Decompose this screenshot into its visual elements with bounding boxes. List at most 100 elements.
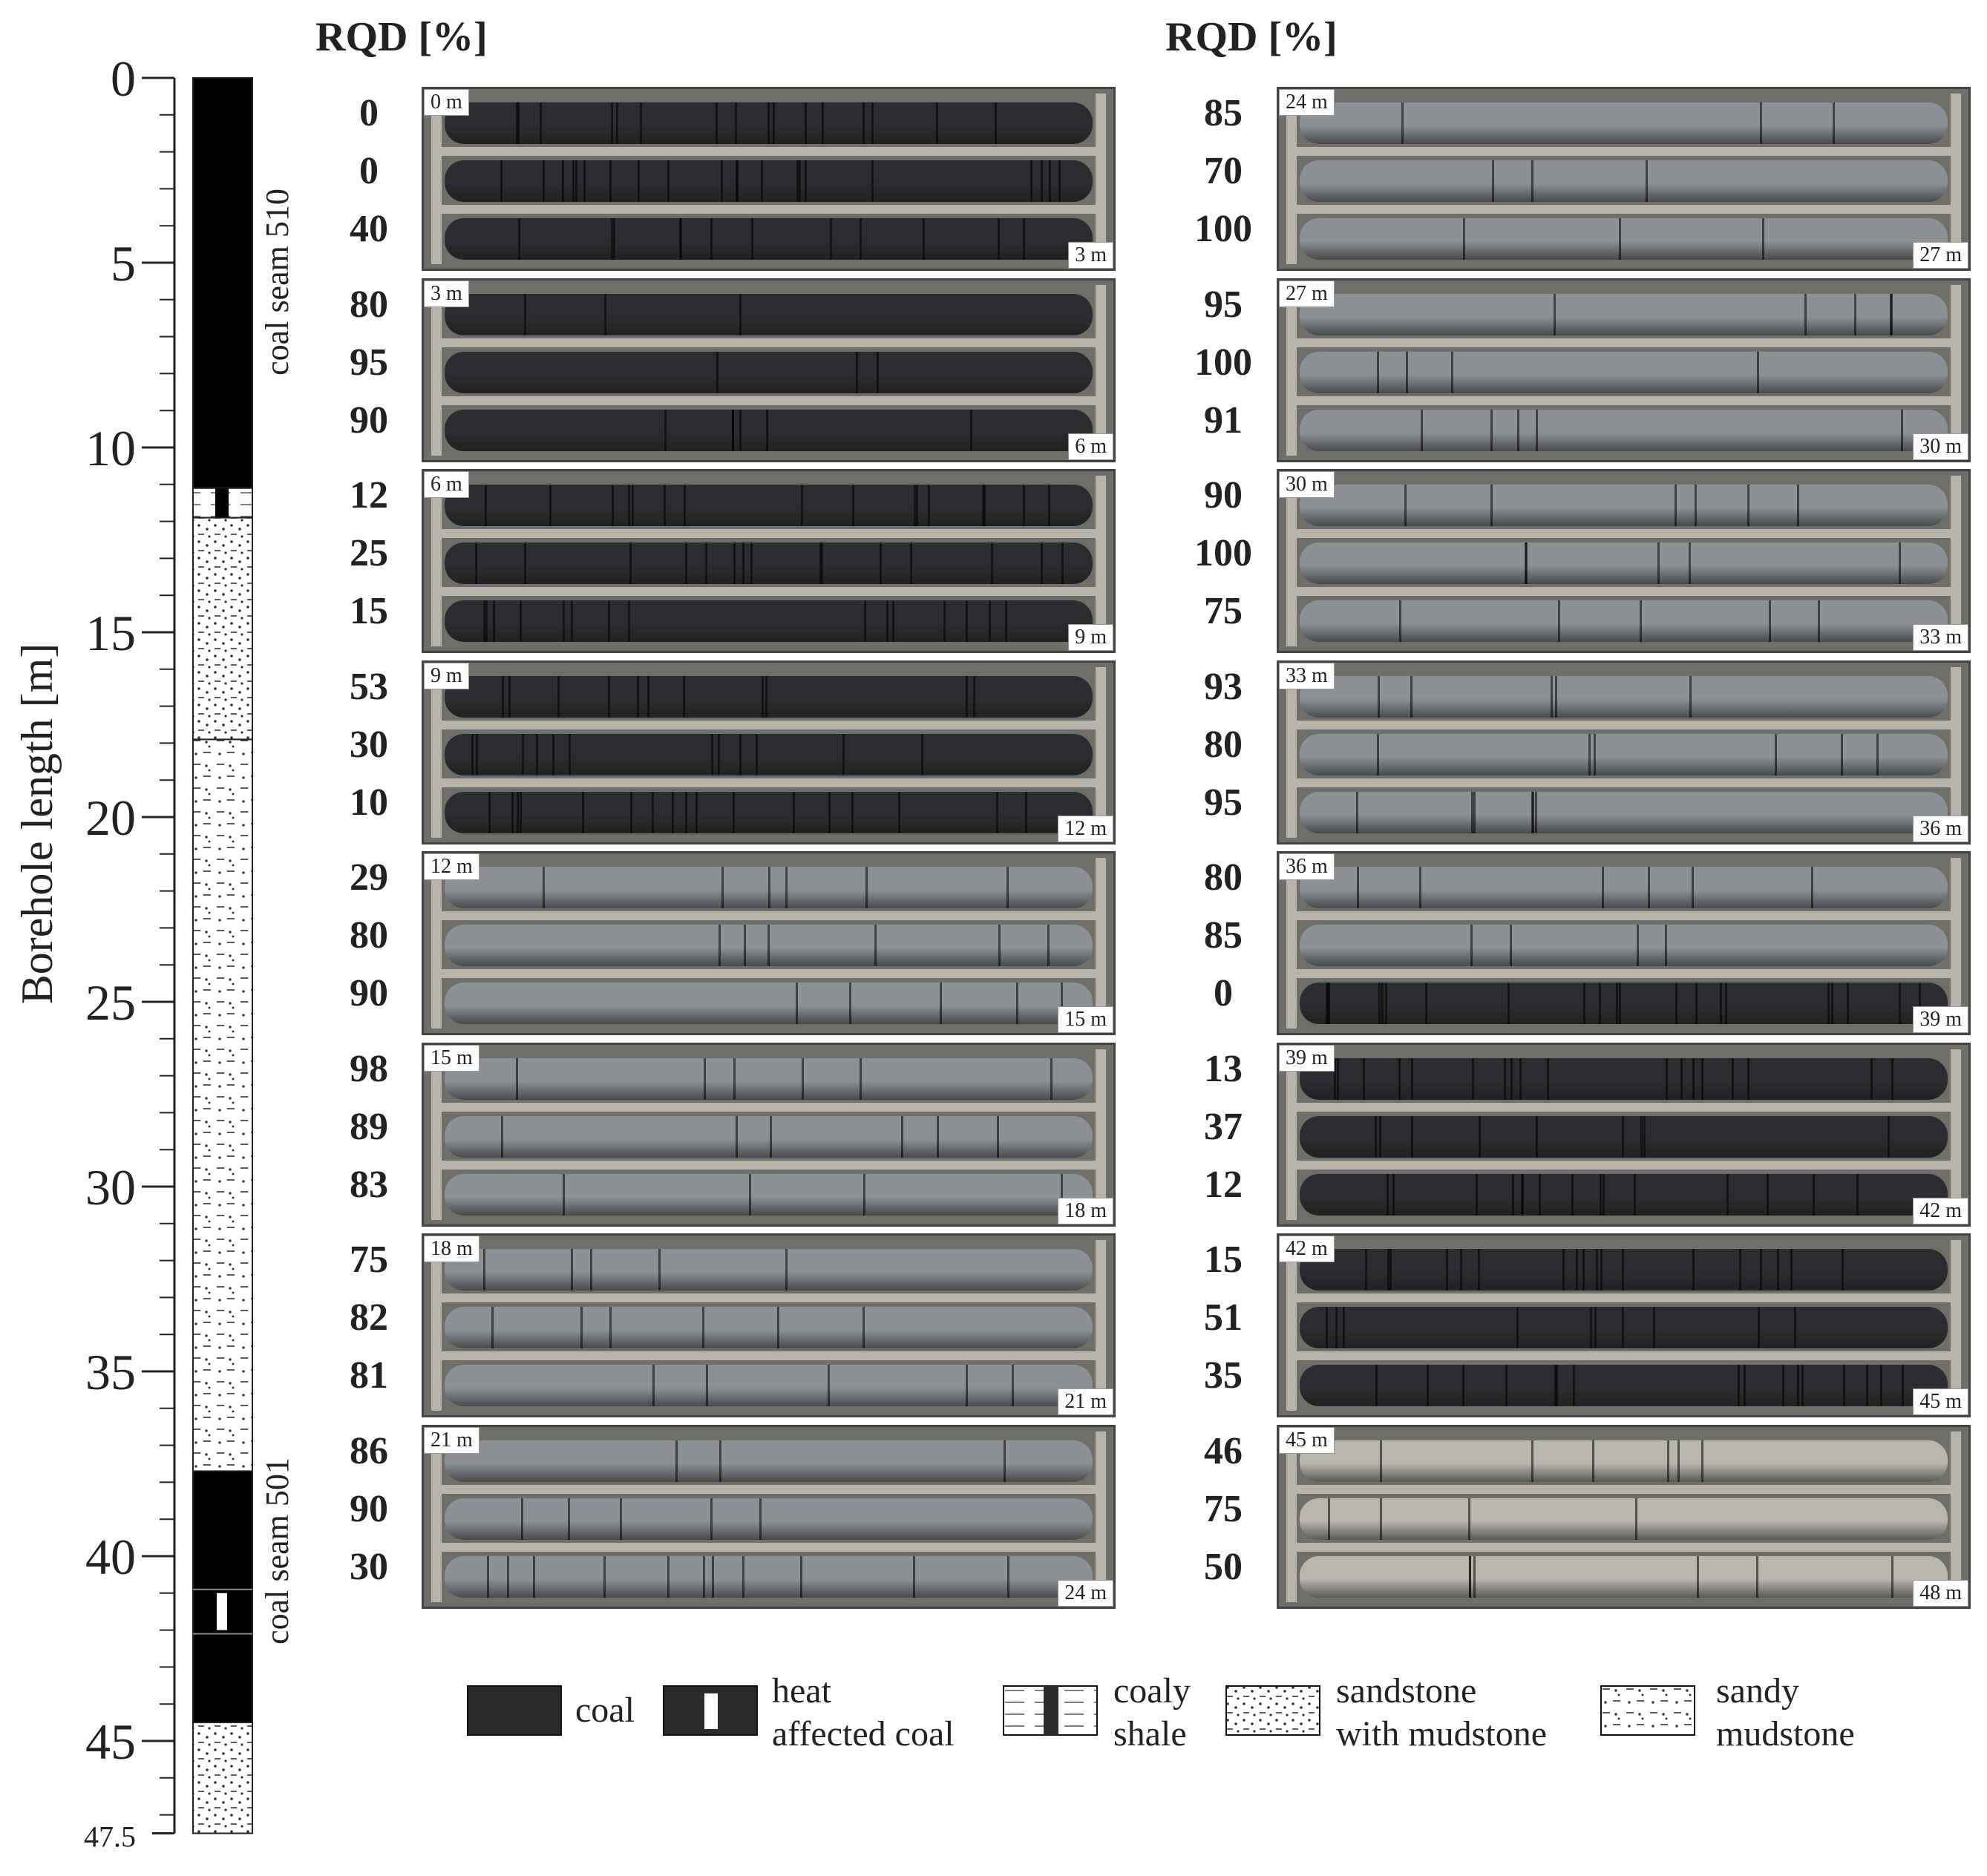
core-row <box>445 1057 1093 1100</box>
box-frame <box>1286 666 1297 838</box>
core-fracture <box>1833 102 1836 144</box>
core-fracture <box>1675 983 1677 1024</box>
core-box: 12 m 15 m <box>422 851 1116 1035</box>
core-fracture <box>989 600 992 642</box>
core-fracture <box>767 867 770 908</box>
box-end-depth: 3 m <box>1068 242 1113 269</box>
core-fracture <box>936 102 939 144</box>
core-fracture <box>607 600 610 642</box>
core-fracture <box>609 160 612 202</box>
core-fracture <box>1023 485 1026 526</box>
box-start-depth: 45 m <box>1279 1426 1335 1454</box>
core-fracture <box>1695 983 1698 1024</box>
core-box: 36 m 39 m <box>1277 851 1971 1035</box>
core-box: 3 m 6 m <box>422 278 1116 462</box>
core-fracture <box>567 1498 570 1540</box>
core-fracture <box>519 600 522 642</box>
core-fracture <box>1600 1173 1603 1216</box>
rqd-value: 53 <box>350 665 388 708</box>
core-fracture <box>801 485 804 526</box>
core-fracture <box>744 925 747 966</box>
core-box: 45 m 48 m <box>1277 1424 1971 1609</box>
core-fracture <box>1006 1555 1009 1598</box>
core-fracture <box>1737 1365 1740 1406</box>
box-frame <box>431 476 442 646</box>
core-fracture <box>521 1498 524 1540</box>
tray-divider <box>1286 1102 1961 1112</box>
rqd-value: 95 <box>1204 283 1243 326</box>
core-fracture <box>1411 1057 1414 1100</box>
core-fracture <box>1827 983 1830 1024</box>
core-fracture <box>1381 983 1384 1024</box>
box-frame <box>1951 666 1961 838</box>
core-fracture <box>916 485 919 526</box>
core-fracture <box>492 600 495 642</box>
core-fracture <box>852 485 855 526</box>
core-fracture <box>1333 1057 1336 1100</box>
box-frame <box>431 858 442 1029</box>
depth-tick-label: 10 <box>85 420 136 476</box>
core-fracture <box>474 542 477 584</box>
depth-tick-label: 47.5 <box>84 1820 136 1854</box>
core-fracture <box>1646 160 1649 202</box>
core-fracture <box>998 218 1000 260</box>
core-row <box>1300 675 1948 718</box>
core-fracture <box>1508 983 1510 1024</box>
core-fracture <box>1756 1555 1759 1598</box>
core-fracture <box>777 1307 780 1348</box>
core-fracture <box>1797 1365 1800 1406</box>
core-fracture <box>1900 409 1903 451</box>
core-row <box>445 218 1093 260</box>
tray-divider <box>431 1160 1106 1170</box>
layer-sandstone-with-mudstone <box>192 516 253 741</box>
rqd-value: 51 <box>1204 1296 1243 1339</box>
core-fracture <box>765 675 767 718</box>
core-row <box>1300 1498 1948 1540</box>
core-fracture <box>629 542 632 584</box>
core-fracture <box>535 733 538 775</box>
core-fracture <box>1760 102 1762 144</box>
core-fracture <box>1536 1115 1539 1158</box>
core-row <box>1300 409 1948 451</box>
core-fracture <box>863 1173 866 1216</box>
rqd-value: 46 <box>1204 1429 1243 1472</box>
box-frame <box>1951 476 1961 646</box>
core-fracture <box>1592 1440 1595 1482</box>
rqd-value: 98 <box>350 1047 388 1090</box>
core-fracture <box>1445 1249 1448 1290</box>
rqd-value: 50 <box>1204 1545 1243 1588</box>
core-fracture <box>1392 1173 1395 1216</box>
core-fracture <box>1622 1307 1625 1348</box>
rqd-value: 90 <box>350 972 388 1014</box>
core-fracture <box>1891 1057 1893 1100</box>
rqd-value: 82 <box>350 1296 388 1339</box>
rqd-value: 15 <box>1204 1239 1243 1281</box>
core-row <box>1300 1173 1948 1216</box>
core-row <box>445 1249 1093 1290</box>
core-fracture <box>1516 409 1519 451</box>
legend-label-heat-affected-coal: heat affected coal <box>772 1671 955 1754</box>
core-box: 9 m 12 m <box>422 660 1116 844</box>
box-start-depth: 6 m <box>424 471 469 498</box>
core-fracture <box>876 351 879 393</box>
core-fracture <box>792 791 795 833</box>
box-frame <box>431 1240 442 1411</box>
core-fracture <box>897 791 900 833</box>
depth-tick-label: 20 <box>85 790 136 846</box>
core-fracture <box>739 409 742 451</box>
box-start-depth: 18 m <box>424 1236 479 1262</box>
rqd-value: 10 <box>350 781 388 824</box>
depth-axis: 0 5 10 15 20 25 30 35 40 45 47.5 <box>84 50 176 1854</box>
core-fracture <box>1891 293 1893 335</box>
core-fracture <box>1657 542 1660 584</box>
core-fracture <box>1589 1307 1592 1348</box>
rqd-value: 95 <box>1204 781 1243 824</box>
rqd-value: 75 <box>1204 590 1243 632</box>
core-fracture <box>849 983 852 1024</box>
core-fracture <box>1535 791 1538 833</box>
core-fracture <box>995 791 998 833</box>
core-fracture <box>500 160 503 202</box>
core-fracture <box>539 102 542 144</box>
box-start-depth: 39 m <box>1279 1044 1335 1072</box>
core-fracture <box>702 1307 705 1348</box>
